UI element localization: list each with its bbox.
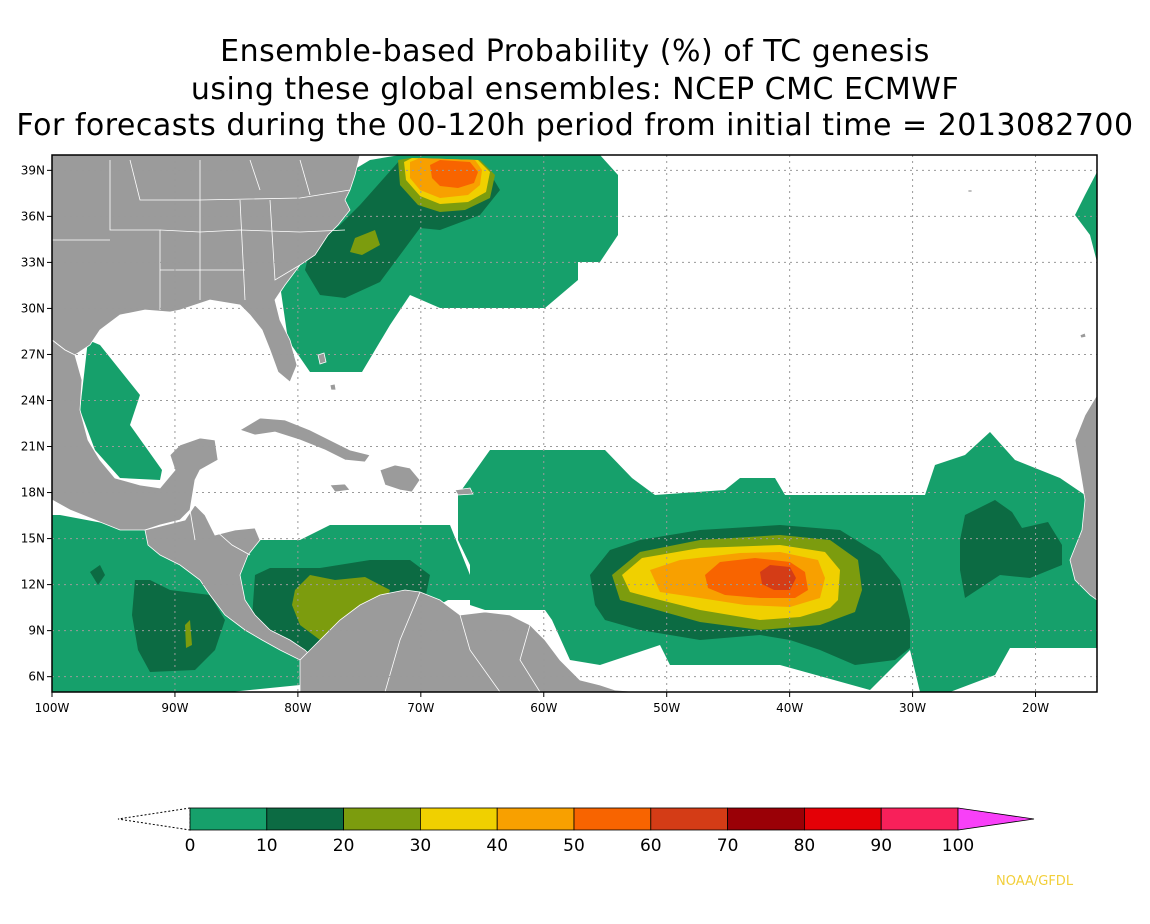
colorbar-swatch [496,807,575,831]
lat-tick-label: 27N [21,347,45,361]
land [52,155,1097,692]
colorbar-label: 90 [870,836,892,856]
title-line-3: For forecasts during the 00-120h period … [16,108,1134,143]
lon-tick-label: 30W [899,701,926,715]
land-hispaniola [379,464,421,493]
lat-tick-label: 24N [21,393,45,407]
map-area [52,155,1097,692]
land-central-america [144,504,316,661]
land-bahamas-2 [329,383,337,391]
colorbar-swatch [573,807,652,831]
land-jamaica [329,483,351,493]
title-line-2: using these global ensembles: NCEP CMC E… [190,72,960,107]
land-cuba [239,417,371,463]
lat-tick-label: 39N [21,163,45,177]
colorbar-label: 0 [185,836,196,856]
colorbar-label: 40 [486,836,508,856]
colorbar-label: 30 [410,836,432,856]
land-mexico [52,339,219,531]
lat-tick-label: 9N [28,624,45,638]
title-line-1: Ensemble-based Probability (%) of TC gen… [220,34,930,69]
colorbar-label: 70 [717,836,739,856]
colorbar-label: 20 [333,836,355,856]
borders [52,159,541,692]
grid-lines [52,155,1097,692]
lon-tick-label: 40W [776,701,803,715]
colorbar-swatch [343,807,421,831]
land-canary [1079,332,1087,339]
credit-label: NOAA/GFDL [996,874,1074,889]
land-puerto-rico [454,487,474,496]
colorbar-swatch [419,807,498,831]
colorbar-swatch [727,807,805,831]
longitude-axis: 100W 90W 80W 70W 60W 50W 40W 30W 20W [35,692,1049,715]
colorbar: 0 10 20 30 40 50 60 70 80 90 100 [117,807,1035,856]
land-north-america [52,155,361,383]
colorbar-label: 50 [563,836,585,856]
colorbar-label: 60 [640,836,662,856]
lon-tick-label: 90W [161,701,188,715]
colorbar-label: 100 [942,836,974,856]
latitude-axis: 6N 9N 12N 15N 18N 21N 24N 27N 30N 33N 36N 39N [21,163,52,684]
lat-tick-label: 36N [21,209,45,223]
lon-tick-label: 20W [1022,701,1049,715]
lat-tick-label: 12N [21,578,45,592]
lon-tick-label: 100W [35,701,70,715]
land-south-america [299,589,641,692]
colorbar-under-triangle [117,807,191,831]
lon-tick-label: 70W [407,701,434,715]
lat-tick-label: 33N [21,255,45,269]
lat-tick-label: 6N [28,670,45,684]
colorbar-over-triangle [957,807,1035,831]
colorbar-swatch [804,807,882,831]
colorbar-label: 80 [794,836,816,856]
lon-tick-label: 80W [284,701,311,715]
prob-region-60-70 [760,565,796,590]
lon-tick-label: 60W [530,701,557,715]
lat-tick-label: 18N [21,486,45,500]
lon-tick-label: 50W [653,701,680,715]
land-azores [967,189,973,193]
map-frame [51,154,1098,693]
land-bahamas [317,352,327,365]
colorbar-swatch [650,807,728,831]
lat-tick-label: 15N [21,532,45,546]
colorbar-swatch [880,807,959,831]
colorbar-label: 10 [256,836,278,856]
lat-tick-label: 21N [21,440,45,454]
lat-tick-label: 30N [21,301,45,315]
colorbar-swatch [266,807,344,831]
colorbar-swatch [189,807,268,831]
